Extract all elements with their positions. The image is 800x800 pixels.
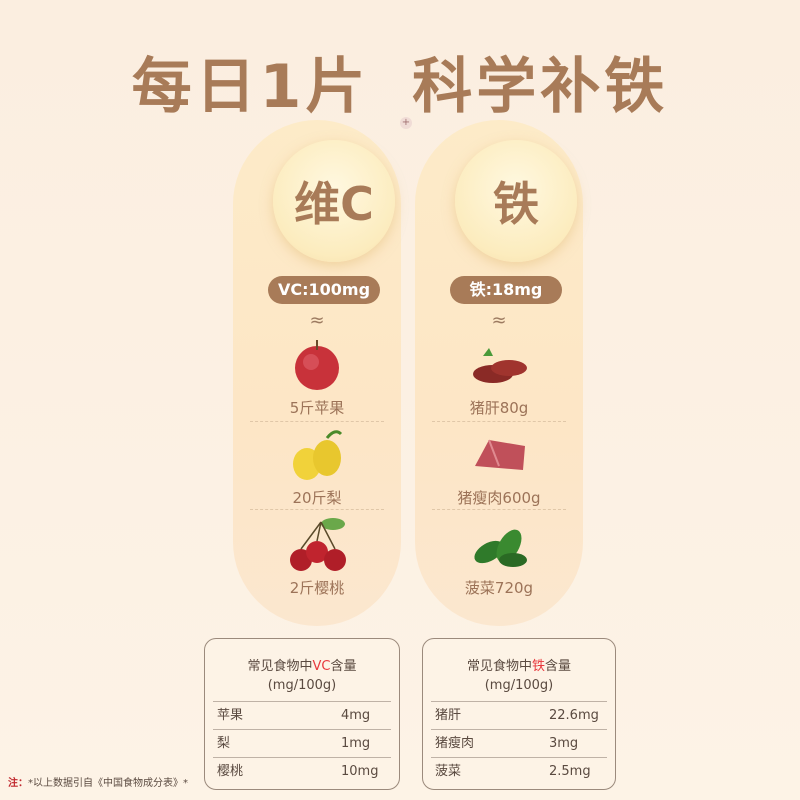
food-label: 20斤梨 <box>292 489 342 507</box>
food-label: 2斤樱桃 <box>289 579 345 597</box>
iron-amount-pill: 铁:18mg <box>450 276 562 304</box>
page-title: 每日1片 科学补铁 <box>131 52 669 122</box>
food-label: 猪瘦肉600g <box>457 489 541 507</box>
source-note: 注：*以上数据引自《中国食物成分表》* <box>8 778 188 789</box>
table-row: 樱桃 10mg <box>213 757 391 785</box>
food-item: 猪瘦肉600g <box>432 420 566 510</box>
table-row: 苹果 4mg <box>213 701 391 729</box>
food-item: 猪肝80g <box>432 330 566 420</box>
food-label: 菠菜720g <box>464 579 534 597</box>
pear-icon <box>293 430 343 480</box>
iron-content-table: 常见食物中铁含量 (mg/100g) 猪肝 22.6mg 猪瘦肉 3mg 菠菜 2.5m… <box>422 638 616 790</box>
food-label: 5斤苹果 <box>289 399 345 417</box>
vc-content-table: 常见食物中VC含量 (mg/100g) 苹果 4mg 梨 1mg 樱桃 10mg <box>204 638 400 790</box>
vc-amount-pill: VC:100mg <box>268 276 380 304</box>
food-item: 20斤梨 <box>250 420 384 510</box>
plus-icon: + <box>400 117 412 129</box>
approx-icon: ≈ <box>491 310 507 331</box>
food-item: 2斤樱桃 <box>250 510 384 600</box>
vc-column: 维C VC:100mg ≈ 5斤苹果 20斤梨 2斤樱桃 <box>233 120 401 626</box>
table-row: 猪肝 22.6mg <box>431 701 607 729</box>
table-header: 常见食物中VC含量 (mg/100g) <box>247 659 357 693</box>
iron-column: 铁 铁:18mg ≈ 猪肝80g 猪瘦肉600g 菠菜720g <box>415 120 583 626</box>
apple-icon <box>295 340 339 390</box>
food-label: 猪肝80g <box>469 399 529 417</box>
iron-badge: 铁 <box>455 140 577 262</box>
table-header: 常见食物中铁含量 (mg/100g) <box>466 659 572 693</box>
pork-liver-icon <box>473 348 527 383</box>
food-item: 5斤苹果 <box>250 330 384 420</box>
lean-pork-icon <box>475 439 525 470</box>
spinach-icon <box>474 529 527 567</box>
table-row: 猪瘦肉 3mg <box>431 729 607 757</box>
cherry-icon <box>290 518 346 571</box>
vc-badge: 维C <box>273 140 395 262</box>
table-row: 菠菜 2.5mg <box>431 757 607 785</box>
food-item: 菠菜720g <box>432 510 566 600</box>
table-row: 梨 1mg <box>213 729 391 757</box>
approx-icon: ≈ <box>309 310 325 331</box>
